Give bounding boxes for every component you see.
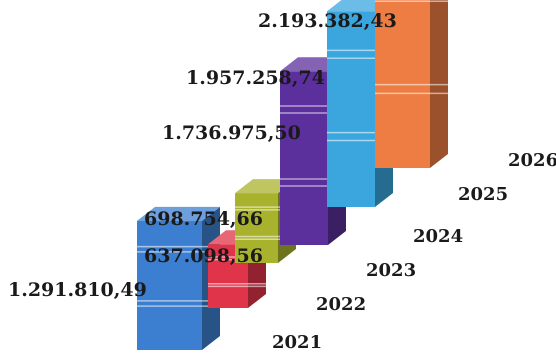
- year-label-2025: 2025: [458, 184, 508, 205]
- bar-top-2021: [137, 206, 220, 221]
- value-label-2022: 637.098,56: [144, 245, 263, 267]
- value-label-2024: 1.736.975,50: [162, 122, 301, 144]
- bar-2026: [375, 0, 448, 168]
- year-label-2026: 2026: [508, 150, 556, 171]
- bar-front-2025: [327, 11, 375, 208]
- bar-top-2025: [327, 0, 390, 12]
- value-labels: 1.291.810,49 637.098,56 698.754,66 1.736.97…: [8, 10, 397, 301]
- year-label-2024: 2024: [413, 226, 463, 247]
- value-label-2026: 2.193.382,43: [258, 10, 397, 32]
- value-label-2021: 1.291.810,49: [8, 279, 147, 301]
- year-label-2022: 2022: [316, 294, 366, 315]
- year-label-2021: 2021: [272, 332, 322, 351]
- bars-layer: [137, 0, 448, 350]
- year-label-2023: 2023: [366, 260, 416, 281]
- bar-2021: [137, 206, 220, 350]
- bar-front-2024: [280, 71, 328, 245]
- value-label-2023: 698.754,66: [144, 208, 263, 230]
- bar-front-2021: [137, 220, 202, 350]
- bar-front-2023: [235, 193, 278, 263]
- value-label-2025: 1.957.258,74: [186, 67, 325, 89]
